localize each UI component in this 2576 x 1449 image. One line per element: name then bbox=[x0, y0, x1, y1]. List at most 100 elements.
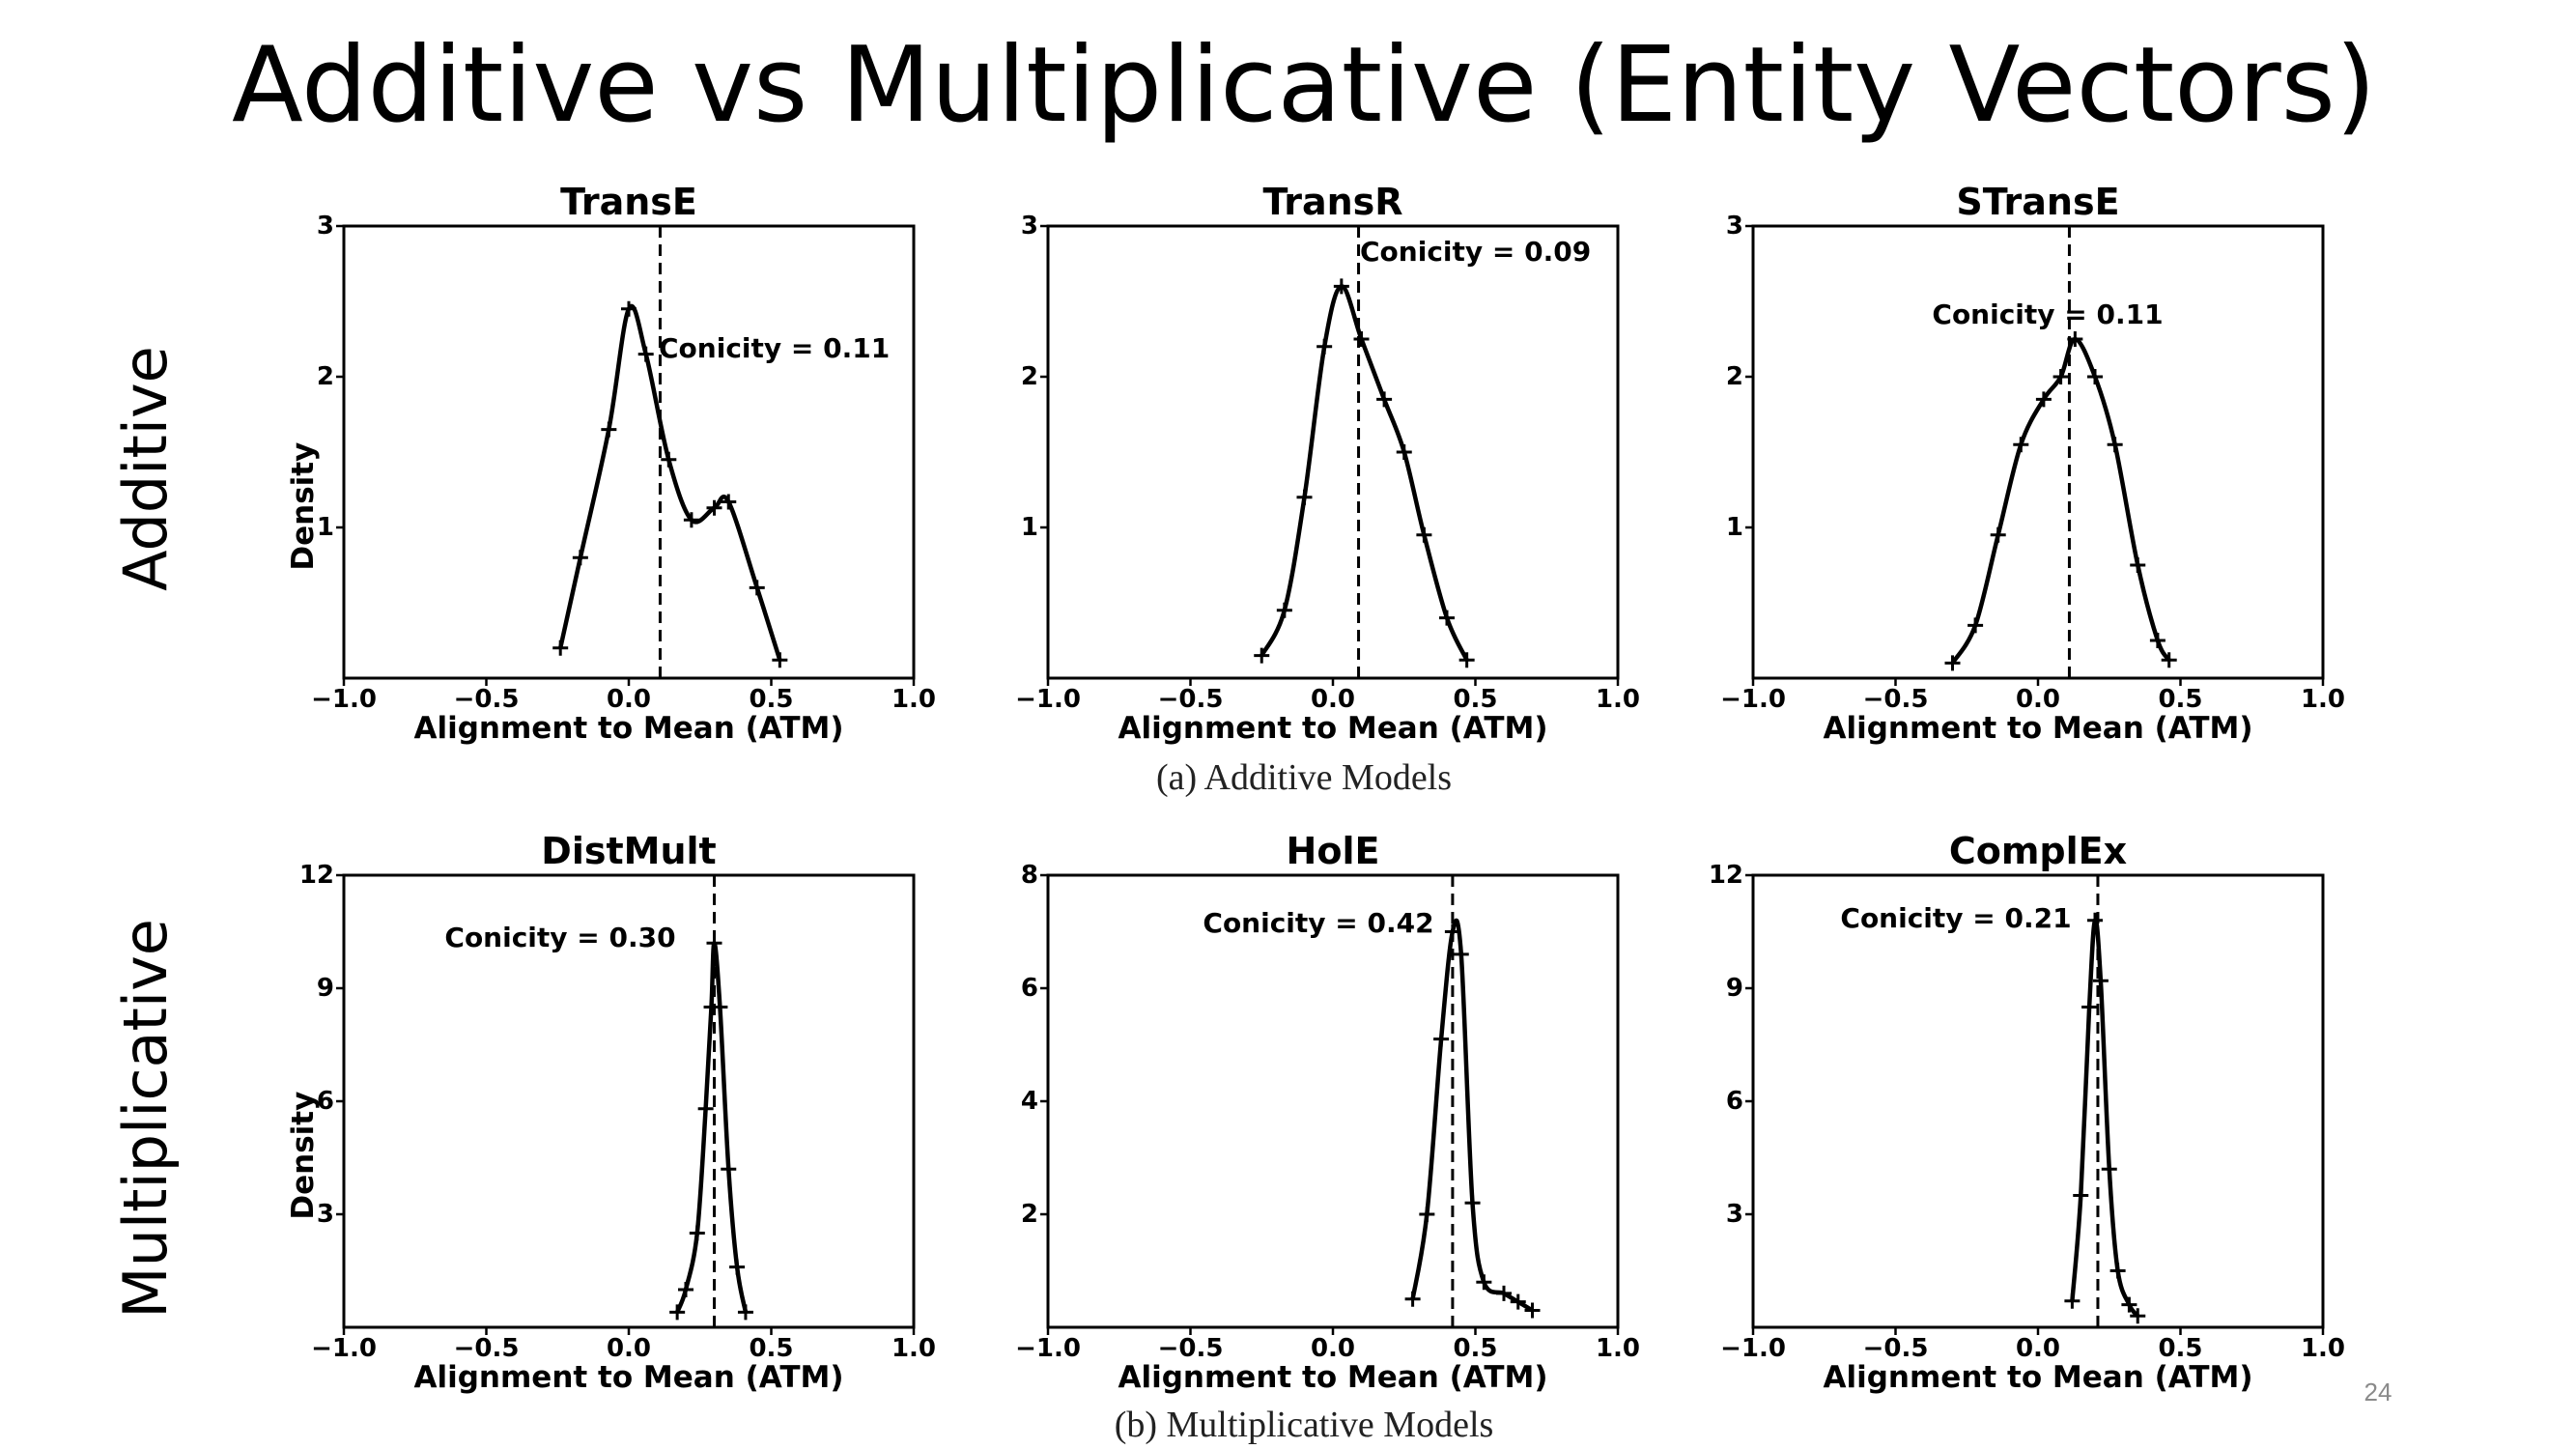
x-tick-label: 1.0 bbox=[892, 1334, 936, 1363]
x-tick-label: 0.0 bbox=[2016, 1334, 2060, 1363]
chart-title: STransE bbox=[1956, 181, 2119, 223]
data-point bbox=[1444, 923, 1460, 940]
density-curve bbox=[675, 940, 749, 1314]
data-point bbox=[1433, 1031, 1450, 1047]
data-point bbox=[1510, 1293, 1526, 1310]
y-tick-label: 3 bbox=[1726, 212, 1743, 241]
data-point bbox=[572, 550, 588, 566]
y-tick-label: 6 bbox=[1726, 1087, 1743, 1116]
data-point bbox=[2101, 1161, 2117, 1178]
x-tick-label: −0.5 bbox=[1863, 1334, 1929, 1363]
data-point bbox=[661, 451, 677, 468]
x-tick-label: 1.0 bbox=[1596, 685, 1640, 714]
data-point bbox=[683, 512, 699, 528]
data-point bbox=[1396, 444, 1412, 460]
data-point bbox=[2035, 391, 2052, 408]
data-point bbox=[2087, 369, 2103, 384]
data-point bbox=[737, 1304, 753, 1321]
plot-frame bbox=[342, 224, 916, 680]
x-tick-label: 0.5 bbox=[1453, 685, 1497, 714]
density-curve bbox=[1260, 284, 1469, 662]
x-tick-label: −1.0 bbox=[1720, 685, 1786, 714]
y-tick-label: 12 bbox=[1709, 861, 1743, 890]
chart-title: HolE bbox=[1287, 830, 1380, 872]
x-axis-label: Alignment to Mean (ATM) bbox=[414, 711, 844, 746]
conicity-annotation: Conicity = 0.11 bbox=[1932, 298, 2163, 330]
chart-stranse: STransE −1.0 −0.5 0.0 0.5 1.0 1 2 3 Alignment to … bbox=[1720, 181, 2345, 746]
x-tick-label: 1.0 bbox=[892, 685, 936, 714]
data-point bbox=[1416, 526, 1432, 543]
y-tick-label: 1 bbox=[1726, 513, 1743, 542]
x-tick-label: 1.0 bbox=[1596, 1334, 1640, 1363]
x-tick-label: −1.0 bbox=[1015, 685, 1081, 714]
chart-distmult: DistMult −1.0 −0.5 0.0 0.5 1.0 3 6 9 12 Alignment … bbox=[286, 830, 936, 1395]
data-point bbox=[712, 999, 728, 1015]
data-point bbox=[1316, 338, 1333, 355]
plot-frame bbox=[1751, 873, 2325, 1329]
data-point bbox=[2064, 1293, 2081, 1309]
data-point bbox=[1376, 391, 1393, 408]
data-point bbox=[669, 1304, 686, 1321]
x-tick-label: −1.0 bbox=[311, 1334, 377, 1363]
slide-title: Additive vs Multiplicative (Entity Vecto… bbox=[232, 25, 2376, 146]
x-tick-label: 0.0 bbox=[2016, 685, 2060, 714]
y-tick-label: 4 bbox=[1021, 1087, 1038, 1116]
data-point bbox=[637, 346, 654, 362]
data-point bbox=[1944, 655, 1961, 671]
x-tick-label: −0.5 bbox=[1158, 1334, 1224, 1363]
chart-complex: ComplEx −1.0 −0.5 0.0 0.5 1.0 3 6 9 12 Alignment t… bbox=[1709, 830, 2345, 1395]
data-point bbox=[552, 639, 569, 656]
y-tick-label: 1 bbox=[317, 513, 334, 542]
data-point bbox=[772, 652, 788, 668]
data-point bbox=[1464, 1195, 1481, 1211]
x-axis-label: Alignment to Mean (ATM) bbox=[1118, 1360, 1548, 1395]
data-point bbox=[2052, 369, 2069, 384]
density-curve bbox=[558, 303, 782, 661]
data-point bbox=[601, 421, 617, 438]
caption-multiplicative-models: (b) Multiplicative Models bbox=[1115, 1405, 1494, 1445]
y-axis-label: Density bbox=[286, 442, 321, 571]
x-tick-label: 0.0 bbox=[1311, 1334, 1355, 1363]
conicity-annotation: Conicity = 0.42 bbox=[1203, 907, 1433, 939]
plot-frame bbox=[1046, 873, 1620, 1329]
plot-frame bbox=[1046, 224, 1620, 680]
x-axis-label: Alignment to Mean (ATM) bbox=[1118, 711, 1548, 746]
data-point bbox=[1476, 1274, 1492, 1291]
caption-additive-models: (a) Additive Models bbox=[1156, 757, 1452, 798]
data-point bbox=[2067, 331, 2083, 347]
data-point bbox=[621, 300, 637, 317]
data-point bbox=[721, 494, 737, 510]
chart-title: ComplEx bbox=[1949, 830, 2127, 872]
data-point bbox=[1496, 1285, 1512, 1301]
x-tick-label: 1.0 bbox=[2301, 1334, 2345, 1363]
data-point bbox=[2107, 437, 2123, 453]
data-point bbox=[678, 1282, 694, 1297]
x-tick-label: 0.0 bbox=[607, 1334, 651, 1363]
data-point bbox=[721, 1161, 737, 1178]
y-tick-label: 3 bbox=[317, 1200, 334, 1229]
x-tick-label: 0.0 bbox=[1311, 685, 1355, 714]
page-number: 24 bbox=[2364, 1378, 2392, 1406]
data-point bbox=[1458, 652, 1475, 668]
data-point bbox=[697, 1100, 714, 1117]
data-point bbox=[2161, 652, 2177, 668]
conicity-annotation: Conicity = 0.21 bbox=[1840, 902, 2071, 934]
data-point bbox=[729, 1259, 746, 1275]
y-tick-label: 2 bbox=[317, 362, 334, 391]
y-tick-label: 9 bbox=[1726, 974, 1743, 1003]
data-point bbox=[706, 935, 722, 952]
plot-frame bbox=[1751, 224, 2325, 680]
y-axis-label: Density bbox=[286, 1092, 321, 1220]
x-tick-label: −0.5 bbox=[1158, 685, 1224, 714]
y-tick-label: 3 bbox=[1021, 212, 1038, 241]
x-tick-label: −1.0 bbox=[1015, 1334, 1081, 1363]
x-axis-label: Alignment to Mean (ATM) bbox=[1824, 711, 2253, 746]
conicity-annotation: Conicity = 0.11 bbox=[659, 332, 890, 364]
data-point bbox=[1439, 610, 1455, 626]
x-tick-label: 0.5 bbox=[2158, 685, 2202, 714]
y-tick-label: 1 bbox=[1021, 513, 1038, 542]
data-point bbox=[1524, 1302, 1541, 1319]
x-tick-label: 0.5 bbox=[749, 685, 793, 714]
